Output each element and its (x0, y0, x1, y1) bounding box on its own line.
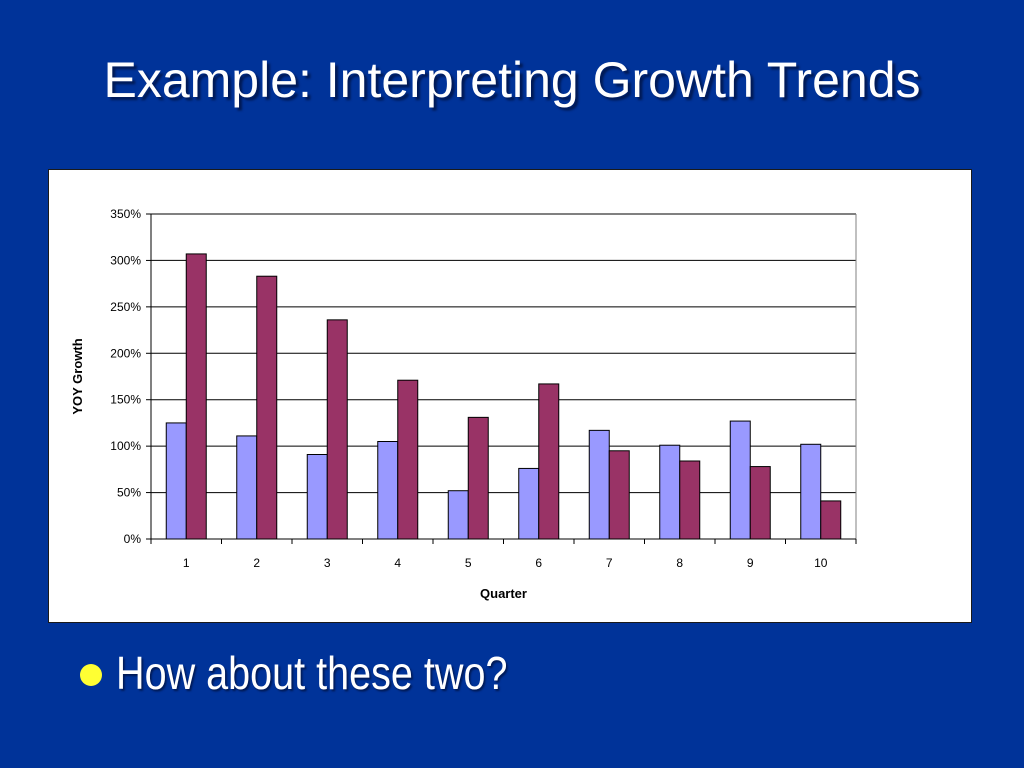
bar-series-1 (236, 435, 258, 540)
bullet-dot-icon (80, 664, 102, 686)
y-tick-label: 150% (110, 393, 141, 407)
bar-series-2 (185, 253, 207, 540)
bar-series-1 (518, 467, 540, 540)
bar-series-2 (326, 319, 348, 540)
bar-series-2 (467, 416, 489, 540)
bar-series-1 (165, 422, 187, 540)
x-tick-label: 2 (253, 556, 260, 570)
x-tick-label: 6 (535, 556, 542, 570)
bar-series-2 (679, 460, 701, 540)
x-tick-label: 10 (814, 556, 828, 570)
x-tick-label: 9 (747, 556, 754, 570)
bar-series-1 (659, 444, 681, 540)
bar-chart: 0% 50% 100% 150% 200% 250% 300% 350% 1 2 3 4 5 6 7 8 9 10… (70, 207, 857, 601)
y-tick-label: 0% (124, 532, 142, 546)
y-tick-label: 200% (110, 346, 141, 360)
bullet-text: How about these two? (116, 647, 508, 699)
y-tick-label: 300% (110, 253, 141, 267)
bar-series-2 (820, 500, 842, 540)
bar-series-2 (538, 383, 560, 540)
bar-series-1 (729, 420, 751, 540)
bar-series-2 (397, 379, 419, 540)
bar-series-2 (608, 450, 630, 540)
bar-series-1 (377, 441, 399, 540)
slide-title: Example: Interpreting Growth Trends (103, 52, 921, 108)
bar-series-1 (447, 490, 469, 540)
y-tick-label: 350% (110, 207, 141, 221)
x-axis-title: Quarter (480, 586, 527, 601)
x-tick-label: 1 (183, 556, 190, 570)
y-axis-title: YOY Growth (70, 338, 85, 414)
y-tick-label: 100% (110, 439, 141, 453)
bar-series-1 (800, 443, 822, 540)
x-tick-label: 7 (606, 556, 613, 570)
bar-series-2 (749, 466, 771, 540)
chart-frame: 0% 50% 100% 150% 200% 250% 300% 350% 1 2 3 4 5 6 7 8 9 10… (48, 169, 972, 623)
bar-series-2 (256, 275, 278, 540)
bar-series-1 (306, 454, 328, 540)
x-tick-label: 8 (676, 556, 683, 570)
bar-series-1 (588, 429, 610, 540)
bullet-item: How about these two? (80, 645, 571, 701)
x-tick-label: 4 (394, 556, 401, 570)
y-tick-label: 250% (110, 300, 141, 314)
x-tick-label: 5 (465, 556, 472, 570)
x-tick-label: 3 (324, 556, 331, 570)
y-tick-label: 50% (117, 486, 141, 500)
